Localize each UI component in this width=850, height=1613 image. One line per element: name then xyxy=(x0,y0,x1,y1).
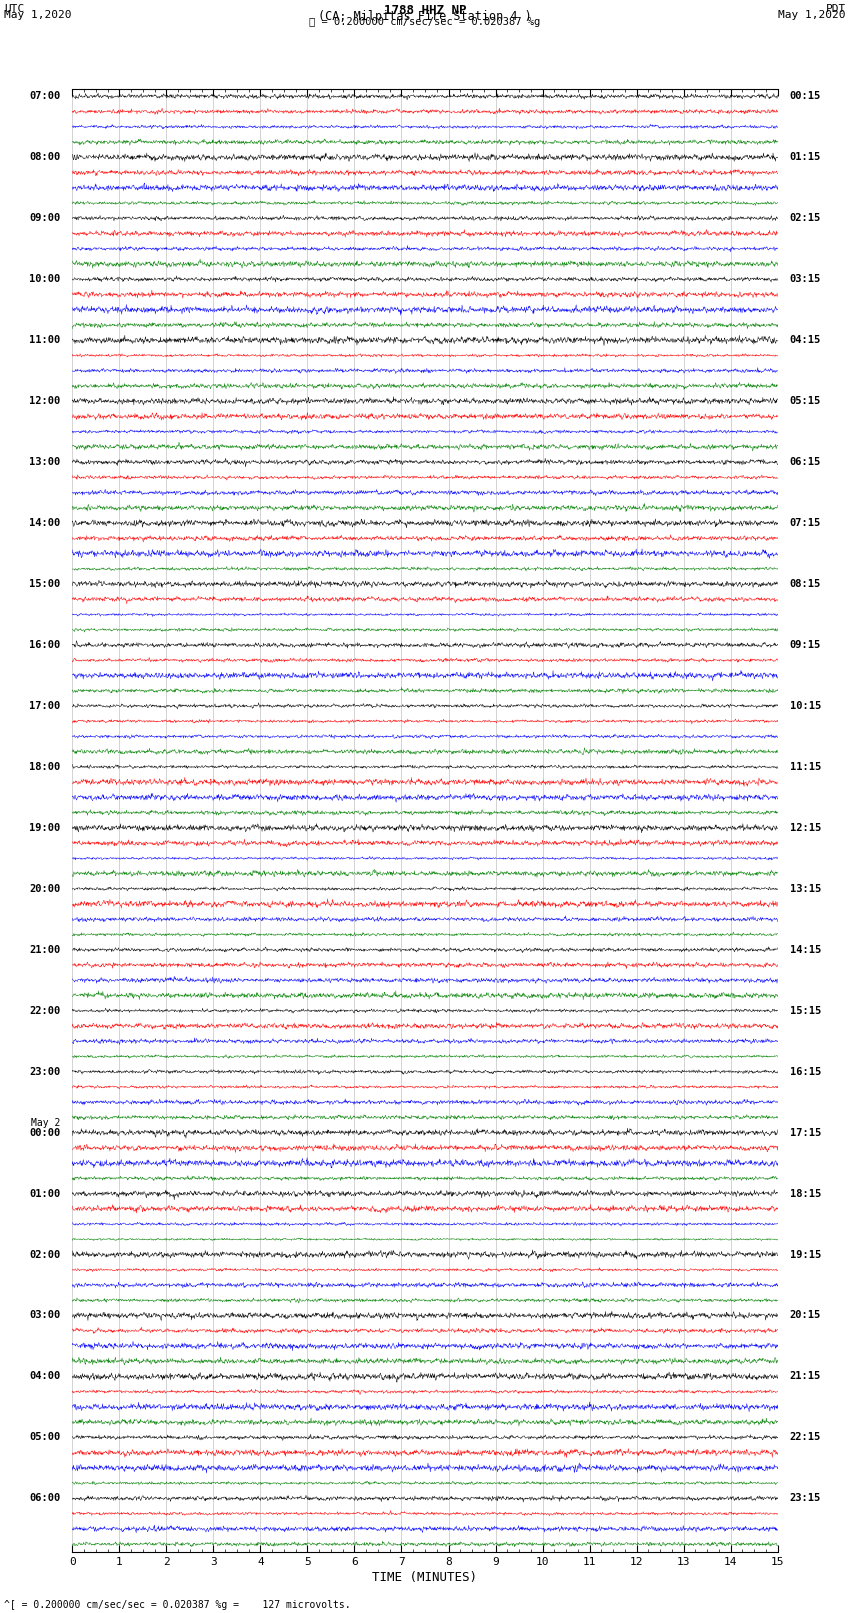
Text: May 1,2020: May 1,2020 xyxy=(779,11,846,21)
Text: UTC: UTC xyxy=(4,5,25,15)
Text: 20:15: 20:15 xyxy=(790,1310,821,1321)
Text: 12:00: 12:00 xyxy=(29,397,60,406)
Text: 1788 HHZ NP: 1788 HHZ NP xyxy=(383,5,467,18)
Text: 20:00: 20:00 xyxy=(29,884,60,894)
Text: 11:15: 11:15 xyxy=(790,761,821,773)
Text: 11:00: 11:00 xyxy=(29,336,60,345)
Text: 23:15: 23:15 xyxy=(790,1494,821,1503)
Text: 01:00: 01:00 xyxy=(29,1189,60,1198)
X-axis label: TIME (MINUTES): TIME (MINUTES) xyxy=(372,1571,478,1584)
Text: 13:15: 13:15 xyxy=(790,884,821,894)
Text: 04:15: 04:15 xyxy=(790,336,821,345)
Text: 19:15: 19:15 xyxy=(790,1250,821,1260)
Text: 08:15: 08:15 xyxy=(790,579,821,589)
Text: 17:15: 17:15 xyxy=(790,1127,821,1137)
Text: 15:00: 15:00 xyxy=(29,579,60,589)
Text: 22:00: 22:00 xyxy=(29,1005,60,1016)
Text: 23:00: 23:00 xyxy=(29,1066,60,1076)
Text: 10:00: 10:00 xyxy=(29,274,60,284)
Text: 06:15: 06:15 xyxy=(790,456,821,468)
Text: (CA; Milpitas Fire Station 4 ): (CA; Milpitas Fire Station 4 ) xyxy=(318,11,532,24)
Text: 16:15: 16:15 xyxy=(790,1066,821,1076)
Text: 18:15: 18:15 xyxy=(790,1189,821,1198)
Text: 07:00: 07:00 xyxy=(29,92,60,102)
Text: 22:15: 22:15 xyxy=(790,1432,821,1442)
Text: 21:15: 21:15 xyxy=(790,1371,821,1381)
Text: 16:00: 16:00 xyxy=(29,640,60,650)
Text: 06:00: 06:00 xyxy=(29,1494,60,1503)
Text: 18:00: 18:00 xyxy=(29,761,60,773)
Text: May 2: May 2 xyxy=(31,1118,60,1129)
Text: 05:00: 05:00 xyxy=(29,1432,60,1442)
Text: ^[ = 0.200000 cm/sec/sec = 0.020387 %g =    127 microvolts.: ^[ = 0.200000 cm/sec/sec = 0.020387 %g =… xyxy=(4,1600,351,1610)
Text: 00:00: 00:00 xyxy=(29,1127,60,1137)
Text: 00:15: 00:15 xyxy=(790,92,821,102)
Text: 19:00: 19:00 xyxy=(29,823,60,832)
Text: 03:00: 03:00 xyxy=(29,1310,60,1321)
Text: 09:15: 09:15 xyxy=(790,640,821,650)
Text: 04:00: 04:00 xyxy=(29,1371,60,1381)
Text: 17:00: 17:00 xyxy=(29,702,60,711)
Text: May 1,2020: May 1,2020 xyxy=(4,11,71,21)
Text: 15:15: 15:15 xyxy=(790,1005,821,1016)
Text: PDT: PDT xyxy=(825,5,846,15)
Text: 09:00: 09:00 xyxy=(29,213,60,223)
Text: 21:00: 21:00 xyxy=(29,945,60,955)
Text: 03:15: 03:15 xyxy=(790,274,821,284)
Text: 01:15: 01:15 xyxy=(790,152,821,163)
Text: 08:00: 08:00 xyxy=(29,152,60,163)
Text: 02:15: 02:15 xyxy=(790,213,821,223)
Text: 14:15: 14:15 xyxy=(790,945,821,955)
Text: 14:00: 14:00 xyxy=(29,518,60,527)
Text: 10:15: 10:15 xyxy=(790,702,821,711)
Text: 02:00: 02:00 xyxy=(29,1250,60,1260)
Text: 05:15: 05:15 xyxy=(790,397,821,406)
Text: ⎳ = 0.200000 cm/sec/sec = 0.020387 %g: ⎳ = 0.200000 cm/sec/sec = 0.020387 %g xyxy=(309,18,541,27)
Text: 12:15: 12:15 xyxy=(790,823,821,832)
Text: 07:15: 07:15 xyxy=(790,518,821,527)
Text: 13:00: 13:00 xyxy=(29,456,60,468)
